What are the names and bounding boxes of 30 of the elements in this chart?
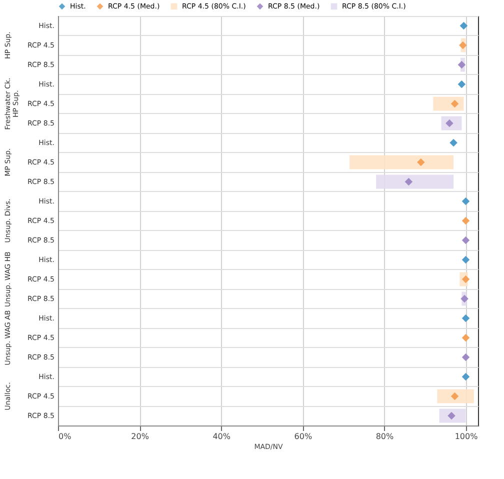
point xyxy=(404,178,413,186)
x-tick-label: 100% xyxy=(454,432,478,441)
x-tick-label: 40% xyxy=(212,432,231,441)
bar xyxy=(376,174,454,189)
point xyxy=(460,22,468,30)
point xyxy=(462,275,470,284)
point xyxy=(459,41,467,50)
point xyxy=(462,372,470,381)
bar xyxy=(437,389,474,404)
x-tick-label: 0% xyxy=(58,432,72,441)
x-tick-label: 80% xyxy=(376,432,394,441)
point xyxy=(450,138,458,147)
point xyxy=(462,256,470,264)
bar xyxy=(439,408,466,423)
point xyxy=(462,334,470,342)
point xyxy=(462,314,470,322)
x-tick-label: 20% xyxy=(131,432,150,441)
point xyxy=(462,197,470,206)
point xyxy=(460,294,468,303)
bar xyxy=(350,155,454,170)
bar xyxy=(433,96,464,111)
point xyxy=(462,353,470,362)
point xyxy=(462,216,470,225)
point xyxy=(458,80,466,88)
point xyxy=(458,60,466,69)
point xyxy=(462,236,470,244)
point xyxy=(450,392,459,400)
x-tick-label: 60% xyxy=(294,432,312,441)
point xyxy=(417,158,425,166)
point xyxy=(450,100,459,108)
